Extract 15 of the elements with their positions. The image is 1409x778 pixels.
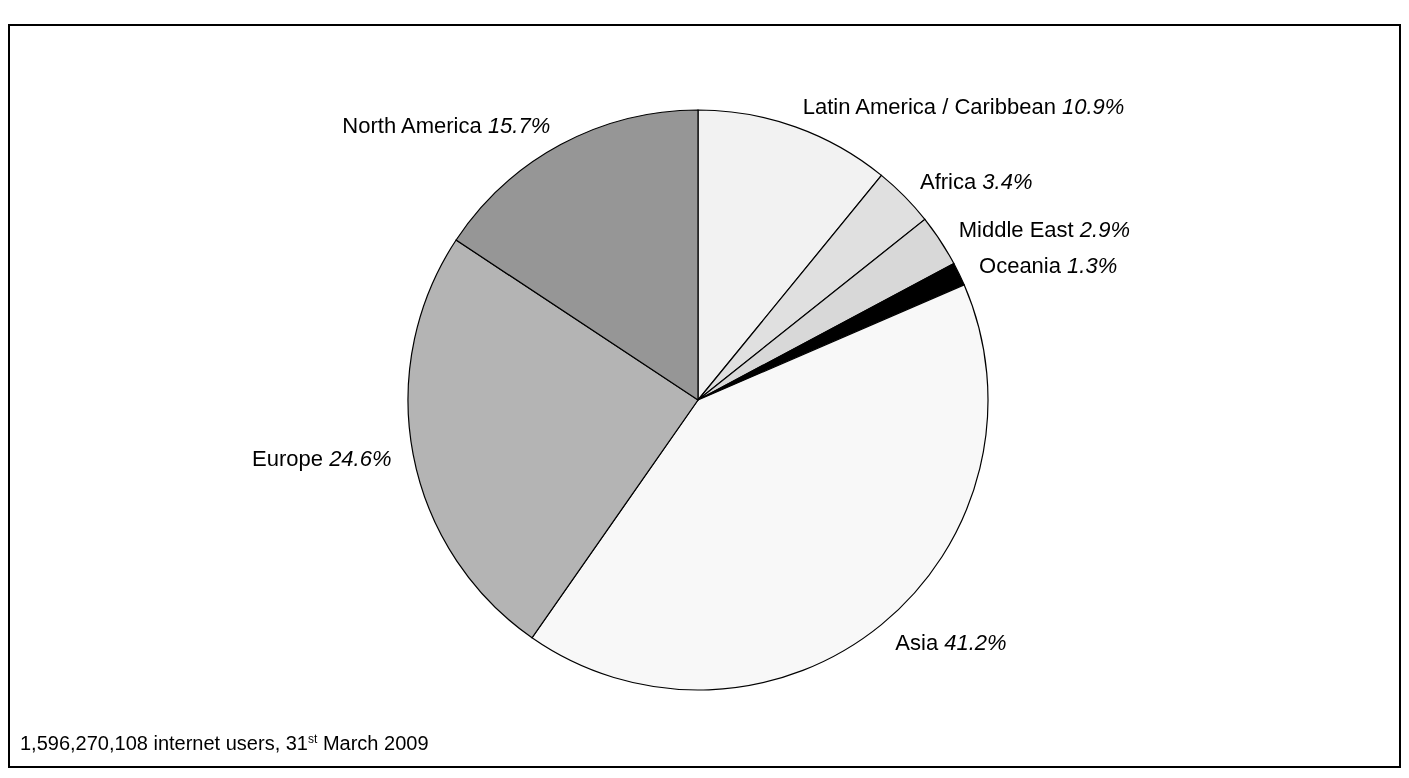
data-label: 24.6% xyxy=(328,446,392,472)
slice-label: Europe xyxy=(252,446,330,472)
data-label: 10.9% xyxy=(1062,94,1125,120)
text: 1,596,270,108 internet users, 31$^{st}$ March 2009 xyxy=(20,732,429,754)
slice-label: Middle East xyxy=(958,216,1080,242)
slice-label: Oceania xyxy=(979,252,1068,278)
slice-label: North America xyxy=(342,113,488,139)
data-label: 1.3% xyxy=(1067,252,1118,278)
data-label: 3.4% xyxy=(982,168,1033,194)
data-label: 15.7% xyxy=(487,113,551,139)
slice-label: Latin America / Caribbean xyxy=(802,94,1063,120)
slice-label: Asia xyxy=(895,629,945,655)
data-label: 2.9% xyxy=(1078,216,1131,242)
slice-label: Africa xyxy=(920,168,983,194)
data-label: 41.2% xyxy=(944,629,1007,655)
